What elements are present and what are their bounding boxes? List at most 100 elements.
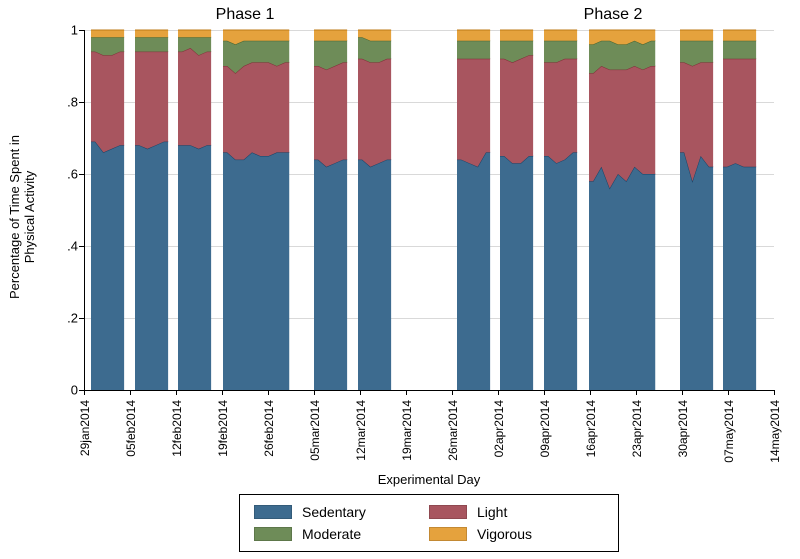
area-sedentary: [544, 152, 577, 390]
area-vigorous: [500, 30, 533, 41]
x-tick-label: 05feb2014: [124, 400, 138, 457]
x-tick-label: 07may2014: [722, 400, 736, 463]
stacked-area-group: [314, 30, 347, 390]
area-moderate: [723, 41, 756, 59]
x-tick-mark: [590, 390, 591, 395]
legend: Sedentary Light Moderate Vigorous: [239, 494, 619, 552]
plot-area: 0.2.4.6.8129jan201405feb201412feb201419f…: [84, 30, 774, 390]
y-axis-line: [84, 30, 85, 390]
x-tick-mark: [636, 390, 637, 395]
area-light: [589, 66, 655, 188]
legend-label: Sedentary: [302, 504, 366, 520]
y-axis-label: Percentage of Time Spent inPhysical Acti…: [7, 117, 37, 317]
x-tick-label: 30apr2014: [676, 400, 690, 457]
area-sedentary: [178, 145, 211, 390]
x-tick-mark: [360, 390, 361, 395]
area-moderate: [457, 41, 490, 59]
legend-item-sedentary: Sedentary: [254, 501, 429, 523]
x-tick-label: 19feb2014: [216, 400, 230, 457]
area-sedentary: [457, 152, 490, 390]
area-light: [314, 62, 347, 166]
area-moderate: [680, 41, 713, 66]
chart-container: 0.2.4.6.8129jan201405feb201412feb201419f…: [0, 0, 800, 559]
legend-label: Vigorous: [477, 526, 532, 542]
x-tick-mark: [130, 390, 131, 395]
area-sedentary: [91, 142, 124, 390]
x-tick-label: 29jan2014: [78, 400, 92, 456]
stacked-area-group: [500, 30, 533, 390]
stacked-area-group: [680, 30, 713, 390]
x-tick-mark: [544, 390, 545, 395]
x-tick-mark: [84, 390, 85, 395]
stacked-area-group: [457, 30, 490, 390]
phase-label: Phase 2: [584, 6, 643, 24]
area-vigorous: [178, 30, 211, 37]
x-axis-label: Experimental Day: [84, 472, 774, 487]
x-tick-mark: [498, 390, 499, 395]
area-light: [358, 59, 391, 167]
area-light: [178, 48, 211, 149]
legend-swatch: [429, 505, 467, 519]
x-tick-label: 14may2014: [768, 400, 782, 463]
legend-swatch: [254, 505, 292, 519]
x-tick-label: 12feb2014: [170, 400, 184, 457]
area-light: [457, 59, 490, 167]
stacked-area-group: [223, 30, 289, 390]
stacked-area-group: [91, 30, 124, 390]
area-light: [500, 55, 533, 163]
area-light: [135, 52, 168, 149]
phase-label: Phase 1: [216, 6, 275, 24]
area-vigorous: [91, 30, 124, 37]
x-tick-mark: [222, 390, 223, 395]
legend-swatch: [429, 527, 467, 541]
x-tick-label: 19mar2014: [400, 400, 414, 461]
x-tick-mark: [406, 390, 407, 395]
area-light: [91, 52, 124, 153]
area-sedentary: [500, 156, 533, 390]
x-tick-label: 23apr2014: [630, 400, 644, 457]
area-light: [544, 59, 577, 163]
area-vigorous: [680, 30, 713, 41]
x-tick-label: 26feb2014: [262, 400, 276, 457]
area-sedentary: [589, 167, 655, 390]
legend-swatch: [254, 527, 292, 541]
area-sedentary: [135, 142, 168, 390]
legend-item-moderate: Moderate: [254, 523, 429, 545]
area-vigorous: [135, 30, 168, 37]
area-light: [223, 62, 289, 159]
stacked-area-group: [544, 30, 577, 390]
x-tick-label: 12mar2014: [354, 400, 368, 461]
x-tick-mark: [176, 390, 177, 395]
area-sedentary: [680, 152, 713, 390]
stacked-area-group: [589, 30, 655, 390]
stacked-area-group: [135, 30, 168, 390]
area-sedentary: [314, 160, 347, 390]
stacked-area-group: [178, 30, 211, 390]
x-tick-mark: [452, 390, 453, 395]
x-axis-line: [84, 390, 774, 391]
legend-label: Moderate: [302, 526, 361, 542]
area-vigorous: [314, 30, 347, 41]
x-tick-label: 05mar2014: [308, 400, 322, 461]
x-tick-mark: [268, 390, 269, 395]
area-vigorous: [544, 30, 577, 41]
x-tick-label: 16apr2014: [584, 400, 598, 457]
x-tick-mark: [774, 390, 775, 395]
stacked-area-group: [723, 30, 756, 390]
area-sedentary: [358, 160, 391, 390]
area-sedentary: [223, 152, 289, 390]
area-light: [723, 59, 756, 167]
legend-item-light: Light: [429, 501, 604, 523]
legend-label: Light: [477, 504, 507, 520]
x-tick-mark: [314, 390, 315, 395]
stacked-area-group: [358, 30, 391, 390]
x-tick-label: 02apr2014: [492, 400, 506, 457]
x-tick-label: 09apr2014: [538, 400, 552, 457]
legend-item-vigorous: Vigorous: [429, 523, 604, 545]
x-tick-mark: [728, 390, 729, 395]
area-vigorous: [723, 30, 756, 41]
area-sedentary: [723, 163, 756, 390]
area-vigorous: [457, 30, 490, 41]
area-moderate: [135, 37, 168, 51]
x-tick-mark: [682, 390, 683, 395]
